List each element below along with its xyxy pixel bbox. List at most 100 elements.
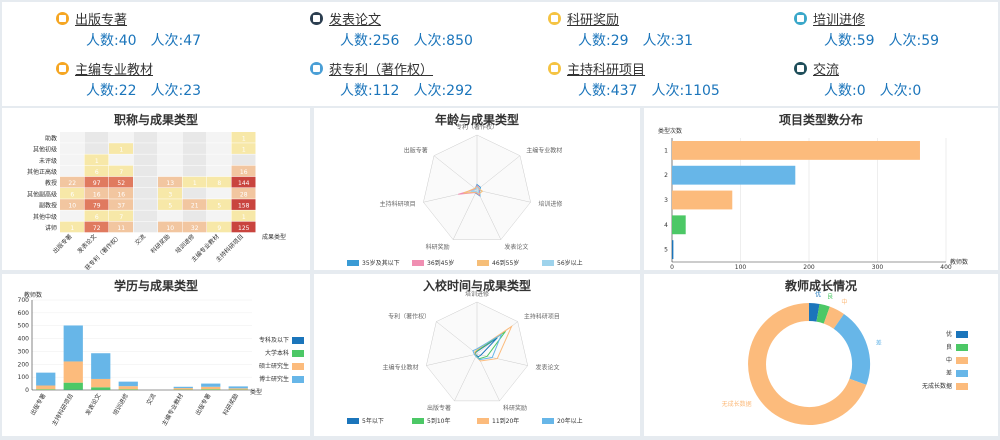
radar-legend-swatch <box>347 418 359 424</box>
stat-title[interactable]: 交流 <box>794 58 839 78</box>
stack-edu-x-tick: 出版专著 <box>29 392 48 417</box>
donut-slice-label: 差 <box>876 339 882 347</box>
heatmap-cell <box>134 188 158 199</box>
heatmap-col-label: 发表论文 <box>76 233 99 256</box>
stack-edu-bar-segment <box>229 386 248 388</box>
stat-monograph[interactable]: 出版专著 人数:40 人次:47 <box>56 8 286 54</box>
heatmap-cell <box>134 154 158 165</box>
stat-title[interactable]: 出版专著 <box>56 8 127 28</box>
heatmap-row-label: 助教 <box>45 134 57 142</box>
bar-types-y-axis-label: 类型次数 <box>658 127 682 135</box>
stat-times: 人次:0 <box>880 83 922 99</box>
heatmap-cell <box>134 143 158 154</box>
radar-legend-label: 46到55岁 <box>492 259 519 267</box>
radar-axis-label: 出版专著 <box>404 147 428 155</box>
stat-people: 人数:22 <box>86 83 137 99</box>
heatmap-cell <box>207 132 231 143</box>
stack-edu-x-tick: 出版专著 <box>194 392 213 417</box>
heatmap-row-label: 其他副高级 <box>27 190 57 198</box>
heatmap-cell <box>134 177 158 188</box>
radar-axis-label: 专利（著作权） <box>388 313 430 321</box>
heatmap-cell-value: 97 <box>93 180 101 187</box>
radar-age-panel: 年龄与成果类型 专利（著作权）主编专业教材培训进修发表论文科研奖励主持科研项目出… <box>314 108 640 270</box>
heatmap-cell-value: 16 <box>117 191 125 198</box>
stat-times: 人次:47 <box>151 33 202 49</box>
stat-title[interactable]: 发表论文 <box>310 8 381 28</box>
book-icon <box>56 12 69 25</box>
stat-times: 人次:31 <box>643 33 694 49</box>
stack-edu-bar-segment <box>201 387 220 390</box>
stat-people: 人数:40 <box>86 33 137 49</box>
radar-join-panel: 入校时间与成果类型 培训进修主持科研项目发表论文科研奖励出版专著主编专业教材专利… <box>314 274 640 436</box>
textbook-icon <box>56 62 69 75</box>
heatmap-cell-value: 22 <box>68 180 76 187</box>
heatmap-cell-value: 28 <box>240 191 248 198</box>
paper-icon <box>310 12 323 25</box>
stat-title[interactable]: 主编专业教材 <box>56 58 153 78</box>
donut-slice <box>839 321 861 381</box>
stack-edu-legend-label: 大学本科 <box>265 349 289 357</box>
stat-title[interactable]: 主持科研项目 <box>548 58 645 78</box>
heatmap-cell-value: 8 <box>217 180 221 187</box>
heatmap-row-label: 教授 <box>45 179 57 187</box>
heatmap-cell <box>134 132 158 143</box>
donut-legend-swatch <box>956 344 968 351</box>
stat-people: 人数:256 <box>340 33 399 49</box>
radar-legend-swatch <box>542 418 554 424</box>
donut-slice <box>809 312 818 313</box>
stat-title[interactable]: 培训进修 <box>794 8 865 28</box>
radar-axis-label: 发表论文 <box>535 363 559 371</box>
heatmap-cell-value: 1 <box>242 147 246 154</box>
heatmap-cell <box>85 132 109 143</box>
heatmap-cell <box>183 154 207 165</box>
heatmap-cell <box>207 143 231 154</box>
stack-edu-x-tick: 主编专业教材 <box>160 392 185 427</box>
heatmap-cell-value: 1 <box>193 180 197 187</box>
heatmap-cell-value: 10 <box>166 225 174 232</box>
donut-legend-label: 中 <box>946 356 952 364</box>
heatmap-cell-value: 5 <box>168 203 172 210</box>
stack-edu-bar-segment <box>64 361 83 382</box>
heatmap-cell-value: 5 <box>217 203 221 210</box>
heatmap-cell <box>232 154 256 165</box>
stack-edu-bar-segment <box>36 389 55 390</box>
heatmap-cell-value: 6 <box>95 214 99 221</box>
radar-legend-swatch <box>477 260 489 266</box>
heatmap-col-label: 培训进修 <box>174 233 197 256</box>
donut-legend-swatch <box>956 370 968 377</box>
heatmap-title: 职称与成果类型 <box>2 111 310 128</box>
stack-edu-y-tick: 300 <box>18 348 30 355</box>
stack-edu-legend-label: 硕士研究生 <box>259 362 289 370</box>
heatmap-cell <box>207 210 231 221</box>
bar-types-bar <box>672 240 673 259</box>
stat-title-text: 主编专业教材 <box>75 59 153 78</box>
project-icon <box>548 62 561 75</box>
donut-legend-label: 良 <box>946 343 952 351</box>
radar-legend-swatch <box>477 418 489 424</box>
training-icon <box>794 12 807 25</box>
bar-types-x-tick: 200 <box>803 264 815 270</box>
radar-legend-label: 56岁以上 <box>557 259 583 267</box>
donut-legend-swatch <box>956 331 968 338</box>
heatmap-row-label: 其他正高级 <box>27 168 57 176</box>
heatmap-cell-value: 158 <box>238 203 250 210</box>
stack-edu-x-axis-label: 类型 <box>250 388 262 396</box>
stack-edu-bar-segment <box>64 383 83 390</box>
heatmap-cell <box>183 188 207 199</box>
donut-slice <box>827 315 839 321</box>
stat-title[interactable]: 获专利（著作权） <box>310 58 433 78</box>
bar-types-bar <box>672 215 686 234</box>
stat-title[interactable]: 科研奖励 <box>548 8 619 28</box>
